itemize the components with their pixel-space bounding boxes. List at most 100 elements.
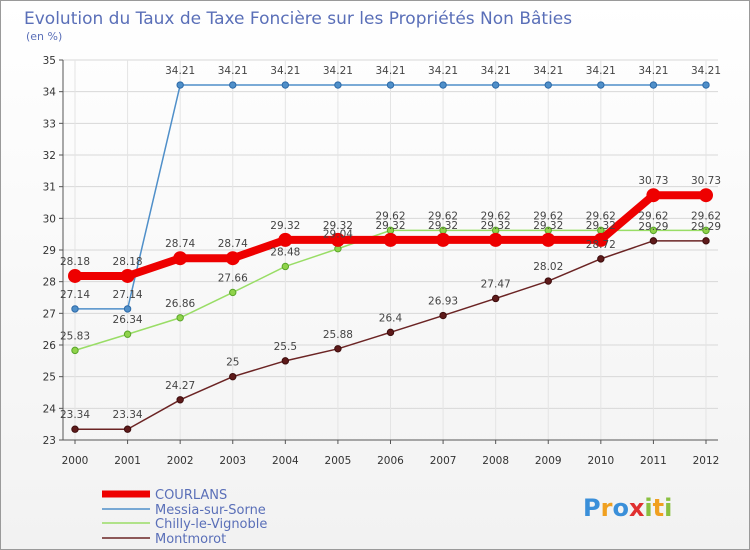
point-courlans-2006 [383,232,398,247]
x-tick-label-2007: 2007 [430,455,457,467]
chart-subtitle: (en %) [26,30,62,43]
data-label-messia-sur-sorne-2002: 34.21 [165,65,195,77]
data-label-courlans-2004: 29.32 [270,220,300,232]
point-courlans-2012 [699,188,713,203]
x-tick-label-2005: 2005 [325,455,352,467]
y-tick-label-30: 30 [43,213,56,225]
point-montmorot-2000 [71,425,79,433]
point-montmorot-2010 [597,255,605,263]
logo-letter: t [653,494,664,522]
y-tick-label-24: 24 [43,403,57,415]
data-label-courlans-2006: 29.32 [375,220,405,232]
data-label-messia-sur-sorne-2005: 34.21 [323,65,353,77]
point-chilly-le-vignoble-2001 [123,330,132,338]
data-label-montmorot-2010: 28.72 [586,239,616,251]
data-label-courlans-2007: 29.32 [428,220,458,232]
point-courlans-2009 [541,232,556,247]
y-tick-labels: 23 24 25 26 27 28 29 30 31 32 33 34 35 [43,55,57,447]
point-courlans-2003 [225,251,240,266]
x-tick-label-2009: 2009 [535,455,562,467]
logo-letter: o [612,494,629,522]
point-courlans-2005 [330,232,345,247]
data-label-courlans-2012: 30.73 [691,175,721,187]
point-montmorot-2011 [649,237,658,245]
point-courlans-2008 [488,232,503,247]
point-messia-sur-sorne-2012 [702,81,710,89]
point-chilly-le-vignoble-2012 [702,226,710,235]
y-tick-label-27: 27 [43,308,56,320]
point-montmorot-2004 [281,357,290,365]
y-tick-label-32: 32 [43,150,56,162]
data-label-messia-sur-sorne-2009: 34.21 [533,65,563,77]
point-courlans-2004 [278,232,293,247]
data-label-montmorot-2008: 27.47 [481,278,511,290]
point-montmorot-2001 [123,425,132,433]
point-messia-sur-sorne-2010 [597,81,605,89]
data-label-chilly-le-vignoble-2007: 29.62 [428,210,458,222]
point-messia-sur-sorne-2003 [229,81,237,89]
point-chilly-le-vignoble-2004 [281,262,290,271]
point-montmorot-2006 [386,328,395,337]
data-label-chilly-le-vignoble-2006: 29.62 [375,210,405,222]
data-label-montmorot-2005: 25.88 [323,329,353,341]
point-montmorot-2007 [439,311,447,320]
data-label-chilly-le-vignoble-2004: 28.48 [270,246,300,258]
data-label-chilly-le-vignoble-2009: 29.62 [533,210,563,222]
y-tick-label-34: 34 [43,87,57,99]
data-label-chilly-le-vignoble-2012: 29.62 [691,210,721,222]
point-chilly-le-vignoble-2003 [229,288,237,297]
point-chilly-le-vignoble-2000 [71,346,79,355]
x-tick-label-2002: 2002 [167,455,194,467]
point-courlans-2000 [68,268,82,283]
y-tick-label-23: 23 [43,435,56,447]
data-labels: 28.18 28.18 28.74 28.74 29.32 29.32 29.32 29.32… [60,65,721,421]
legend: COURLANS Messia-sur-Sorne Chilly-le-Vign… [102,488,267,547]
data-label-montmorot-2006: 26.4 [379,312,403,324]
y-tick-label-25: 25 [43,372,56,384]
point-montmorot-2012 [702,237,710,245]
x-tick-label-2011: 2011 [640,455,667,467]
legend-label-messia: Messia-sur-Sorne [155,503,266,518]
point-messia-sur-sorne-2007 [439,81,447,89]
point-chilly-le-vignoble-2011 [649,226,658,235]
data-label-courlans-2009: 29.32 [533,220,563,232]
data-label-messia-sur-sorne-2003: 34.21 [218,65,248,77]
point-courlans-2011 [646,188,661,203]
data-label-messia-sur-sorne-2007: 34.21 [428,65,458,77]
x-tick-label-2008: 2008 [482,455,509,467]
x-tick-label-2006: 2006 [377,455,404,467]
data-label-chilly-le-vignoble-2011: 29.62 [638,210,668,222]
x-tick-label-2010: 2010 [587,455,614,467]
data-label-chilly-le-vignoble-2005: 29.04 [323,229,353,241]
data-label-chilly-le-vignoble-2001: 26.34 [113,314,143,326]
data-label-messia-sur-sorne-2004: 34.21 [270,65,300,77]
point-courlans-2002 [173,251,188,266]
point-messia-sur-sorne-2001 [123,305,132,313]
point-courlans-2010 [593,232,608,247]
data-label-chilly-le-vignoble-2010: 29.62 [586,210,616,222]
legend-label-chilly: Chilly-le-Vignoble [155,517,267,532]
data-label-courlans-2010: 29.32 [586,220,616,232]
x-tick-label-2000: 2000 [62,455,89,467]
x-tick-label-2001: 2001 [114,455,141,467]
point-montmorot-2009 [544,277,552,285]
y-tick-label-35: 35 [43,55,56,67]
point-chilly-le-vignoble-2002 [176,314,184,322]
logo-letter: i [644,494,652,522]
point-courlans-2001 [120,268,135,283]
logo-letter: r [601,494,613,522]
data-label-chilly-le-vignoble-2002: 26.86 [165,298,195,310]
legend-label-courlans: COURLANS [155,488,227,503]
chart-title: Evolution du Taux de Taxe Foncière sur l… [24,9,572,29]
data-label-courlans-2008: 29.32 [481,220,511,232]
y-tick-label-33: 33 [43,118,56,130]
data-label-courlans-2000: 28.18 [60,256,90,268]
point-messia-sur-sorne-2006 [386,81,395,89]
data-label-montmorot-2009: 28.02 [533,261,563,273]
data-label-chilly-le-vignoble-2003: 27.66 [218,272,248,284]
data-label-montmorot-2001: 23.34 [113,409,143,421]
data-label-courlans-2011: 30.73 [638,175,668,187]
data-label-messia-sur-sorne-2006: 34.21 [375,65,405,77]
data-label-montmorot-2012: 29.29 [691,221,721,233]
logo-letter: i [664,494,672,522]
